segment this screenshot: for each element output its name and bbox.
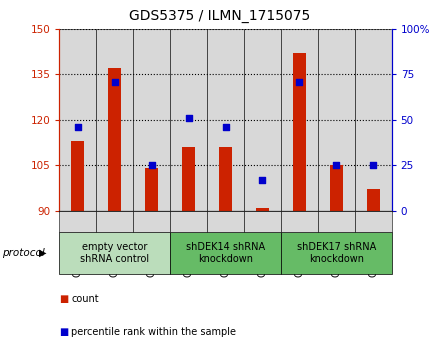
- Point: [370, 162, 377, 168]
- Bar: [133, 29, 170, 211]
- Point: [148, 162, 155, 168]
- Bar: [330, 165, 343, 211]
- Point: [259, 177, 266, 183]
- Text: ■: ■: [59, 294, 69, 305]
- Point: [296, 79, 303, 85]
- Bar: [71, 141, 84, 211]
- Text: ■: ■: [59, 327, 69, 337]
- Bar: [182, 147, 195, 211]
- Bar: [96, 29, 133, 211]
- Bar: [219, 147, 232, 211]
- Text: count: count: [71, 294, 99, 305]
- Bar: [108, 68, 121, 211]
- Text: ▶: ▶: [39, 248, 47, 258]
- Bar: [293, 53, 306, 211]
- Text: shDEK14 shRNA
knockdown: shDEK14 shRNA knockdown: [186, 242, 265, 264]
- Bar: [318, 29, 355, 211]
- Point: [111, 79, 118, 85]
- Text: percentile rank within the sample: percentile rank within the sample: [71, 327, 236, 337]
- Bar: [207, 29, 244, 211]
- Bar: [256, 208, 269, 211]
- Text: shDEK17 shRNA
knockdown: shDEK17 shRNA knockdown: [297, 242, 376, 264]
- Bar: [355, 29, 392, 211]
- Bar: [244, 29, 281, 211]
- Text: empty vector
shRNA control: empty vector shRNA control: [80, 242, 149, 264]
- Text: protocol: protocol: [2, 248, 45, 258]
- Bar: [281, 29, 318, 211]
- Point: [222, 124, 229, 130]
- Point: [74, 124, 81, 130]
- Bar: [59, 29, 96, 211]
- Point: [185, 115, 192, 121]
- Bar: [170, 29, 207, 211]
- Text: GDS5375 / ILMN_1715075: GDS5375 / ILMN_1715075: [129, 9, 311, 23]
- Bar: [145, 168, 158, 211]
- Bar: [367, 189, 380, 211]
- Point: [333, 162, 340, 168]
